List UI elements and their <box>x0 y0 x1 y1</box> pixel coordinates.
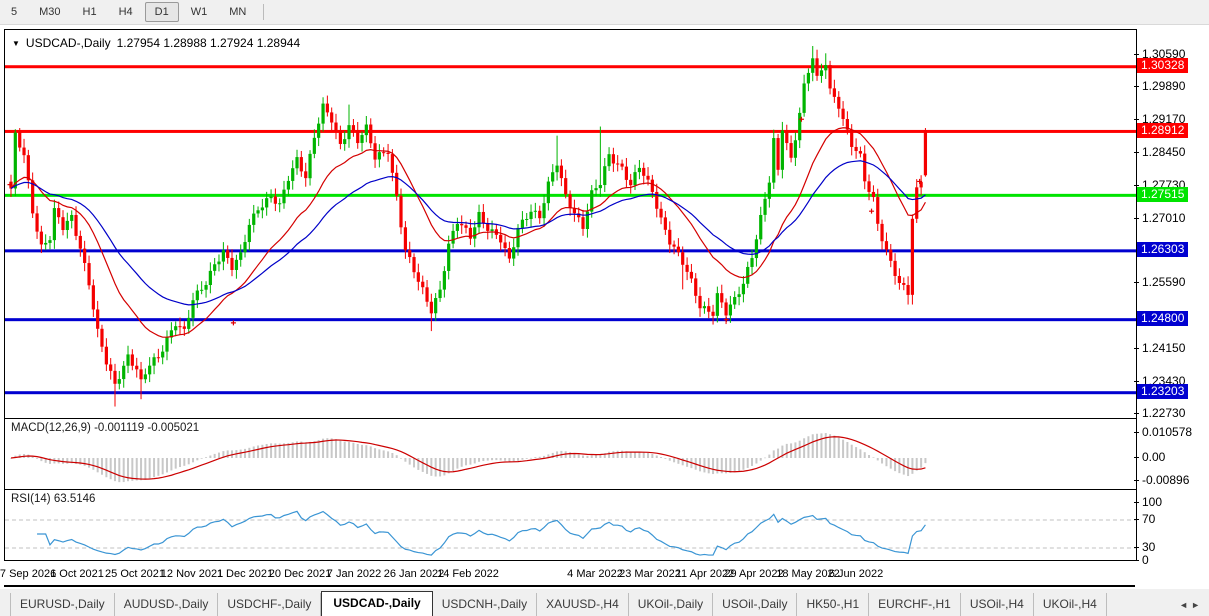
symbol-dropdown-icon[interactable]: ▼ <box>12 38 20 48</box>
tab-scroll-arrows[interactable]: ◄► <box>1179 600 1203 610</box>
symbol-tab-usdchfdaily[interactable]: USDCHF-,Daily <box>218 593 322 616</box>
date-label-14-feb-2022: 14 Feb 2022 <box>437 568 499 580</box>
macd-tick-0.010578: 0.010578 <box>1142 425 1193 439</box>
toolbar-separator <box>263 4 265 20</box>
price-level-badge-1.30328: 1.30328 <box>1137 58 1189 74</box>
date-label-23-mar-2022: 23 Mar 2022 <box>619 568 681 580</box>
axis-tick-mark <box>1134 348 1139 350</box>
macd-indicator-canvas[interactable] <box>4 418 1137 491</box>
timeframe-button-mn[interactable]: MN <box>229 6 247 18</box>
rsi-tick-30: 30 <box>1142 540 1156 554</box>
macd-tick-0.00: 0.00 <box>1142 450 1166 464</box>
price-tick-1.27010: 1.27010 <box>1142 210 1186 225</box>
rsi-value: 63.5146 <box>53 493 96 505</box>
price-tick-1.29170: 1.29170 <box>1142 111 1186 126</box>
price-level-badge-1.24800: 1.24800 <box>1137 310 1189 326</box>
date-label-4-mar-2022: 4 Mar 2022 <box>567 568 623 580</box>
timeframe-button-d1[interactable]: D1 <box>144 2 179 22</box>
price-tick-1.25590: 1.25590 <box>1142 275 1186 290</box>
price-level-badge-1.26303: 1.26303 <box>1137 242 1189 258</box>
macd-label: MACD(12,26,9) -0.001119 -0.005021 <box>11 422 199 434</box>
symbol-tab-eurusddaily[interactable]: EURUSD-,Daily <box>10 593 115 616</box>
symbol-tab-audusddaily[interactable]: AUDUSD-,Daily <box>115 593 219 616</box>
date-label-26-jan-2022: 26 Jan 2022 <box>383 568 445 580</box>
symbol-tab-ukoilh4[interactable]: UKOil-,H4 <box>1034 593 1107 616</box>
axis-tick-mark <box>1134 118 1139 120</box>
symbol-tab-hk50h1[interactable]: HK50-,H1 <box>797 593 870 616</box>
rsi-name: RSI(14) <box>11 493 51 505</box>
timeframe-button-h4[interactable]: H4 <box>118 6 133 18</box>
axis-tick-mark <box>1134 502 1139 503</box>
macd-values: -0.001119 -0.005021 <box>94 422 200 434</box>
chart-symbol-label: USDCAD-,Daily <box>25 36 111 50</box>
price-level-badge-1.27515: 1.27515 <box>1137 186 1189 202</box>
axis-tick-mark <box>1134 432 1139 433</box>
rsi-label: RSI(14) 63.5146 <box>11 493 95 505</box>
date-label-6-jun-2022: 6 Jun 2022 <box>828 568 884 580</box>
timeframe-toolbar: 5 M30 H1 H4 D1 W1 MN <box>0 0 1209 25</box>
axis-tick-mark <box>1134 85 1139 87</box>
symbol-tab-usoilh4[interactable]: USOil-,H4 <box>961 593 1034 616</box>
axis-tick-mark <box>1134 457 1139 458</box>
timeframe-button-5[interactable]: 5 <box>11 6 18 18</box>
date-label-6-oct-2021: 6 Oct 2021 <box>50 568 104 580</box>
price-tick-1.22730: 1.22730 <box>1142 406 1186 420</box>
rsi-tick-70: 70 <box>1142 512 1156 526</box>
price-level-badge-1.23203: 1.23203 <box>1137 383 1189 399</box>
date-label-18-may-2022: 18 May 2022 <box>776 568 840 580</box>
date-label-1-dec-2021: 1 Dec 2021 <box>216 568 274 580</box>
symbol-tabbar: EURUSD-,Daily AUDUSD-,Daily USDCHF-,Daily U… <box>0 589 1209 616</box>
date-label-25-oct-2021: 25 Oct 2021 <box>105 568 165 580</box>
rsi-indicator-canvas[interactable] <box>4 489 1137 561</box>
axis-tick-mark <box>1134 151 1139 153</box>
axis-tick-mark <box>1134 282 1139 284</box>
main-price-chart-canvas[interactable] <box>4 29 1137 420</box>
chart-bottom-border <box>4 585 1135 587</box>
symbol-tab-eurchfh1[interactable]: EURCHF-,H1 <box>869 593 961 616</box>
rsi-tick-100: 100 <box>1142 495 1163 509</box>
price-tick-1.30590: 1.30590 <box>1142 47 1186 61</box>
axis-tick-mark <box>1134 519 1139 520</box>
timeframe-button-h1[interactable]: H1 <box>82 6 97 18</box>
macd-tick--0.00896: -0.00896 <box>1142 473 1190 487</box>
axis-tick-mark <box>1134 480 1139 481</box>
axis-tick-mark <box>1134 184 1139 186</box>
rsi-tick-0: 0 <box>1142 553 1149 567</box>
timeframe-button-m30[interactable]: M30 <box>39 6 61 18</box>
axis-tick-mark <box>1134 381 1139 383</box>
symbol-tab-usoildaily[interactable]: USOil-,Daily <box>713 593 798 616</box>
axis-tick-mark <box>1134 560 1139 561</box>
symbol-tab-xauusdh4[interactable]: XAUUSD-,H4 <box>537 593 629 616</box>
chart-ohlc-values: 1.27954 1.28988 1.27924 1.28944 <box>116 36 301 50</box>
axis-tick-mark <box>1134 547 1139 548</box>
axis-tick-mark <box>1134 217 1139 219</box>
symbol-tab-usdcnhdaily[interactable]: USDCNH-,Daily <box>433 593 538 616</box>
timeframe-button-w1[interactable]: W1 <box>190 6 208 18</box>
price-level-badge-1.28912: 1.28912 <box>1137 123 1189 139</box>
date-label-17-sep-2021: 17 Sep 2021 <box>0 568 57 580</box>
date-label-29-apr-2022: 29 Apr 2022 <box>724 568 784 580</box>
date-label-12-nov-2021: 12 Nov 2021 <box>160 568 224 580</box>
axis-tick-mark <box>1134 54 1139 55</box>
chart-title: ▼ USDCAD-,Daily 1.27954 1.28988 1.27924 … <box>12 36 300 50</box>
price-tick-1.29890: 1.29890 <box>1142 78 1186 93</box>
date-label-11-apr-2022: 11 Apr 2022 <box>675 568 735 580</box>
price-tick-1.24150: 1.24150 <box>1142 341 1186 356</box>
date-label-20-dec-2021: 20 Dec 2021 <box>268 568 332 580</box>
symbol-tab-ukoildaily[interactable]: UKOil-,Daily <box>629 593 714 616</box>
price-tick-1.28450: 1.28450 <box>1142 144 1186 159</box>
date-label-7-jan-2022: 7 Jan 2022 <box>326 568 382 580</box>
symbol-tab-usdcaddaily[interactable]: USDCAD-,Daily <box>321 591 433 616</box>
axis-tick-mark <box>1134 413 1139 414</box>
macd-name: MACD(12,26,9) <box>11 422 91 434</box>
